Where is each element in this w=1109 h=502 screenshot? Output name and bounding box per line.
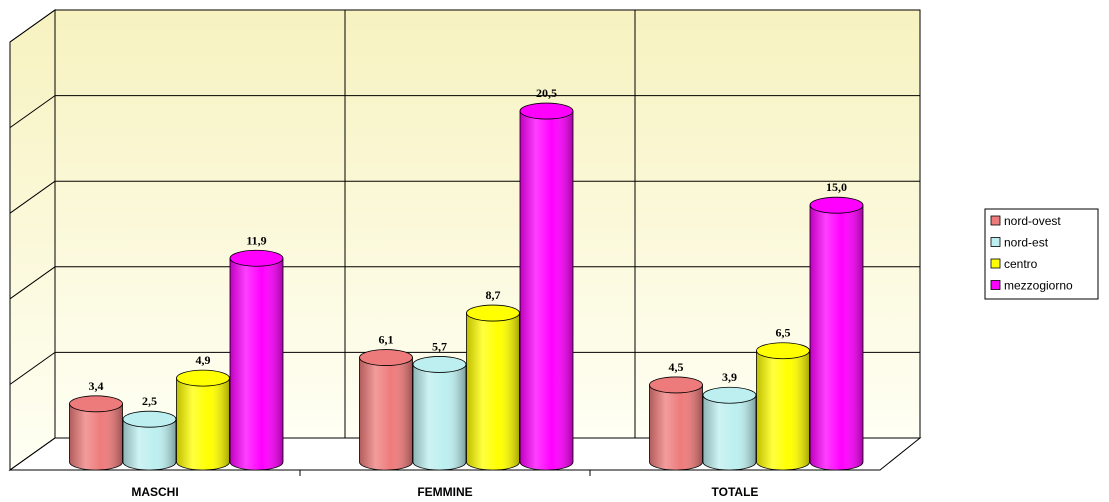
- bar-top: [466, 304, 520, 322]
- bar-shade: [649, 384, 703, 470]
- bar-shade: [520, 111, 573, 470]
- grid-line: [9, 9, 56, 43]
- legend-swatch: [990, 280, 1001, 290]
- bar-shade: [466, 313, 520, 470]
- value-label: 6,1: [379, 333, 394, 347]
- bar: [122, 410, 177, 471]
- bar-shade: [756, 350, 810, 470]
- bar-top: [756, 342, 810, 360]
- side-wall: [9, 9, 56, 471]
- bar: [412, 356, 467, 471]
- bar-shade: [810, 205, 863, 470]
- bar: [809, 196, 864, 471]
- bar-top: [519, 102, 574, 120]
- value-label: 11,9: [246, 233, 266, 247]
- value-label: 3,4: [89, 379, 104, 393]
- bar-top: [69, 395, 123, 413]
- legend-label: mezzogiorno: [1004, 279, 1073, 293]
- bar-top: [122, 410, 177, 428]
- value-label: 20,5: [536, 86, 557, 100]
- x-tick-label: FEMMINE: [417, 485, 472, 499]
- bar-shade: [703, 395, 756, 470]
- bar: [756, 342, 810, 471]
- bar: [702, 386, 757, 471]
- bar-shade: [69, 403, 123, 470]
- legend-swatch: [990, 258, 1001, 269]
- bar: [176, 369, 230, 471]
- legend-swatch: [990, 237, 1001, 247]
- legend-swatch: [990, 215, 1001, 226]
- bar-top: [702, 386, 757, 404]
- bar-top: [809, 196, 864, 214]
- bar: [649, 376, 703, 471]
- value-label: 4,5: [669, 360, 684, 374]
- bar-shade: [230, 258, 283, 470]
- bar-top: [412, 356, 467, 373]
- legend-label: centro: [1004, 257, 1038, 271]
- bar-top: [229, 249, 284, 267]
- bar-top: [649, 376, 703, 394]
- bar: [69, 395, 123, 471]
- x-tick-label: MASCHI: [131, 485, 178, 499]
- bar-top: [359, 349, 413, 366]
- grid-line: [9, 351, 56, 385]
- value-label: 3,9: [722, 370, 737, 384]
- grid-line: [9, 266, 56, 300]
- legend-label: nord-est: [1004, 236, 1049, 250]
- bar-top: [176, 369, 230, 387]
- value-label: 6,5: [776, 326, 791, 340]
- bar: [466, 304, 520, 471]
- bar: [229, 249, 284, 471]
- value-label: 5,7: [432, 339, 447, 353]
- value-label: 8,7: [486, 288, 501, 302]
- legend-label: nord-ovest: [1004, 214, 1061, 228]
- grid-line: [9, 95, 56, 129]
- x-tick-label: TOTALE: [712, 485, 759, 499]
- grid-line: [9, 437, 56, 471]
- grid-line: [9, 180, 56, 214]
- bar: [359, 349, 413, 471]
- value-label: 4,9: [196, 353, 211, 367]
- bar-shade: [413, 364, 466, 470]
- bar-shade: [176, 378, 230, 470]
- bar: [519, 102, 574, 471]
- bar-shade: [359, 357, 413, 470]
- value-label: 2,5: [142, 394, 157, 408]
- legend: [984, 208, 1099, 300]
- value-label: 15,0: [826, 180, 847, 194]
- bar-shade: [123, 419, 176, 470]
